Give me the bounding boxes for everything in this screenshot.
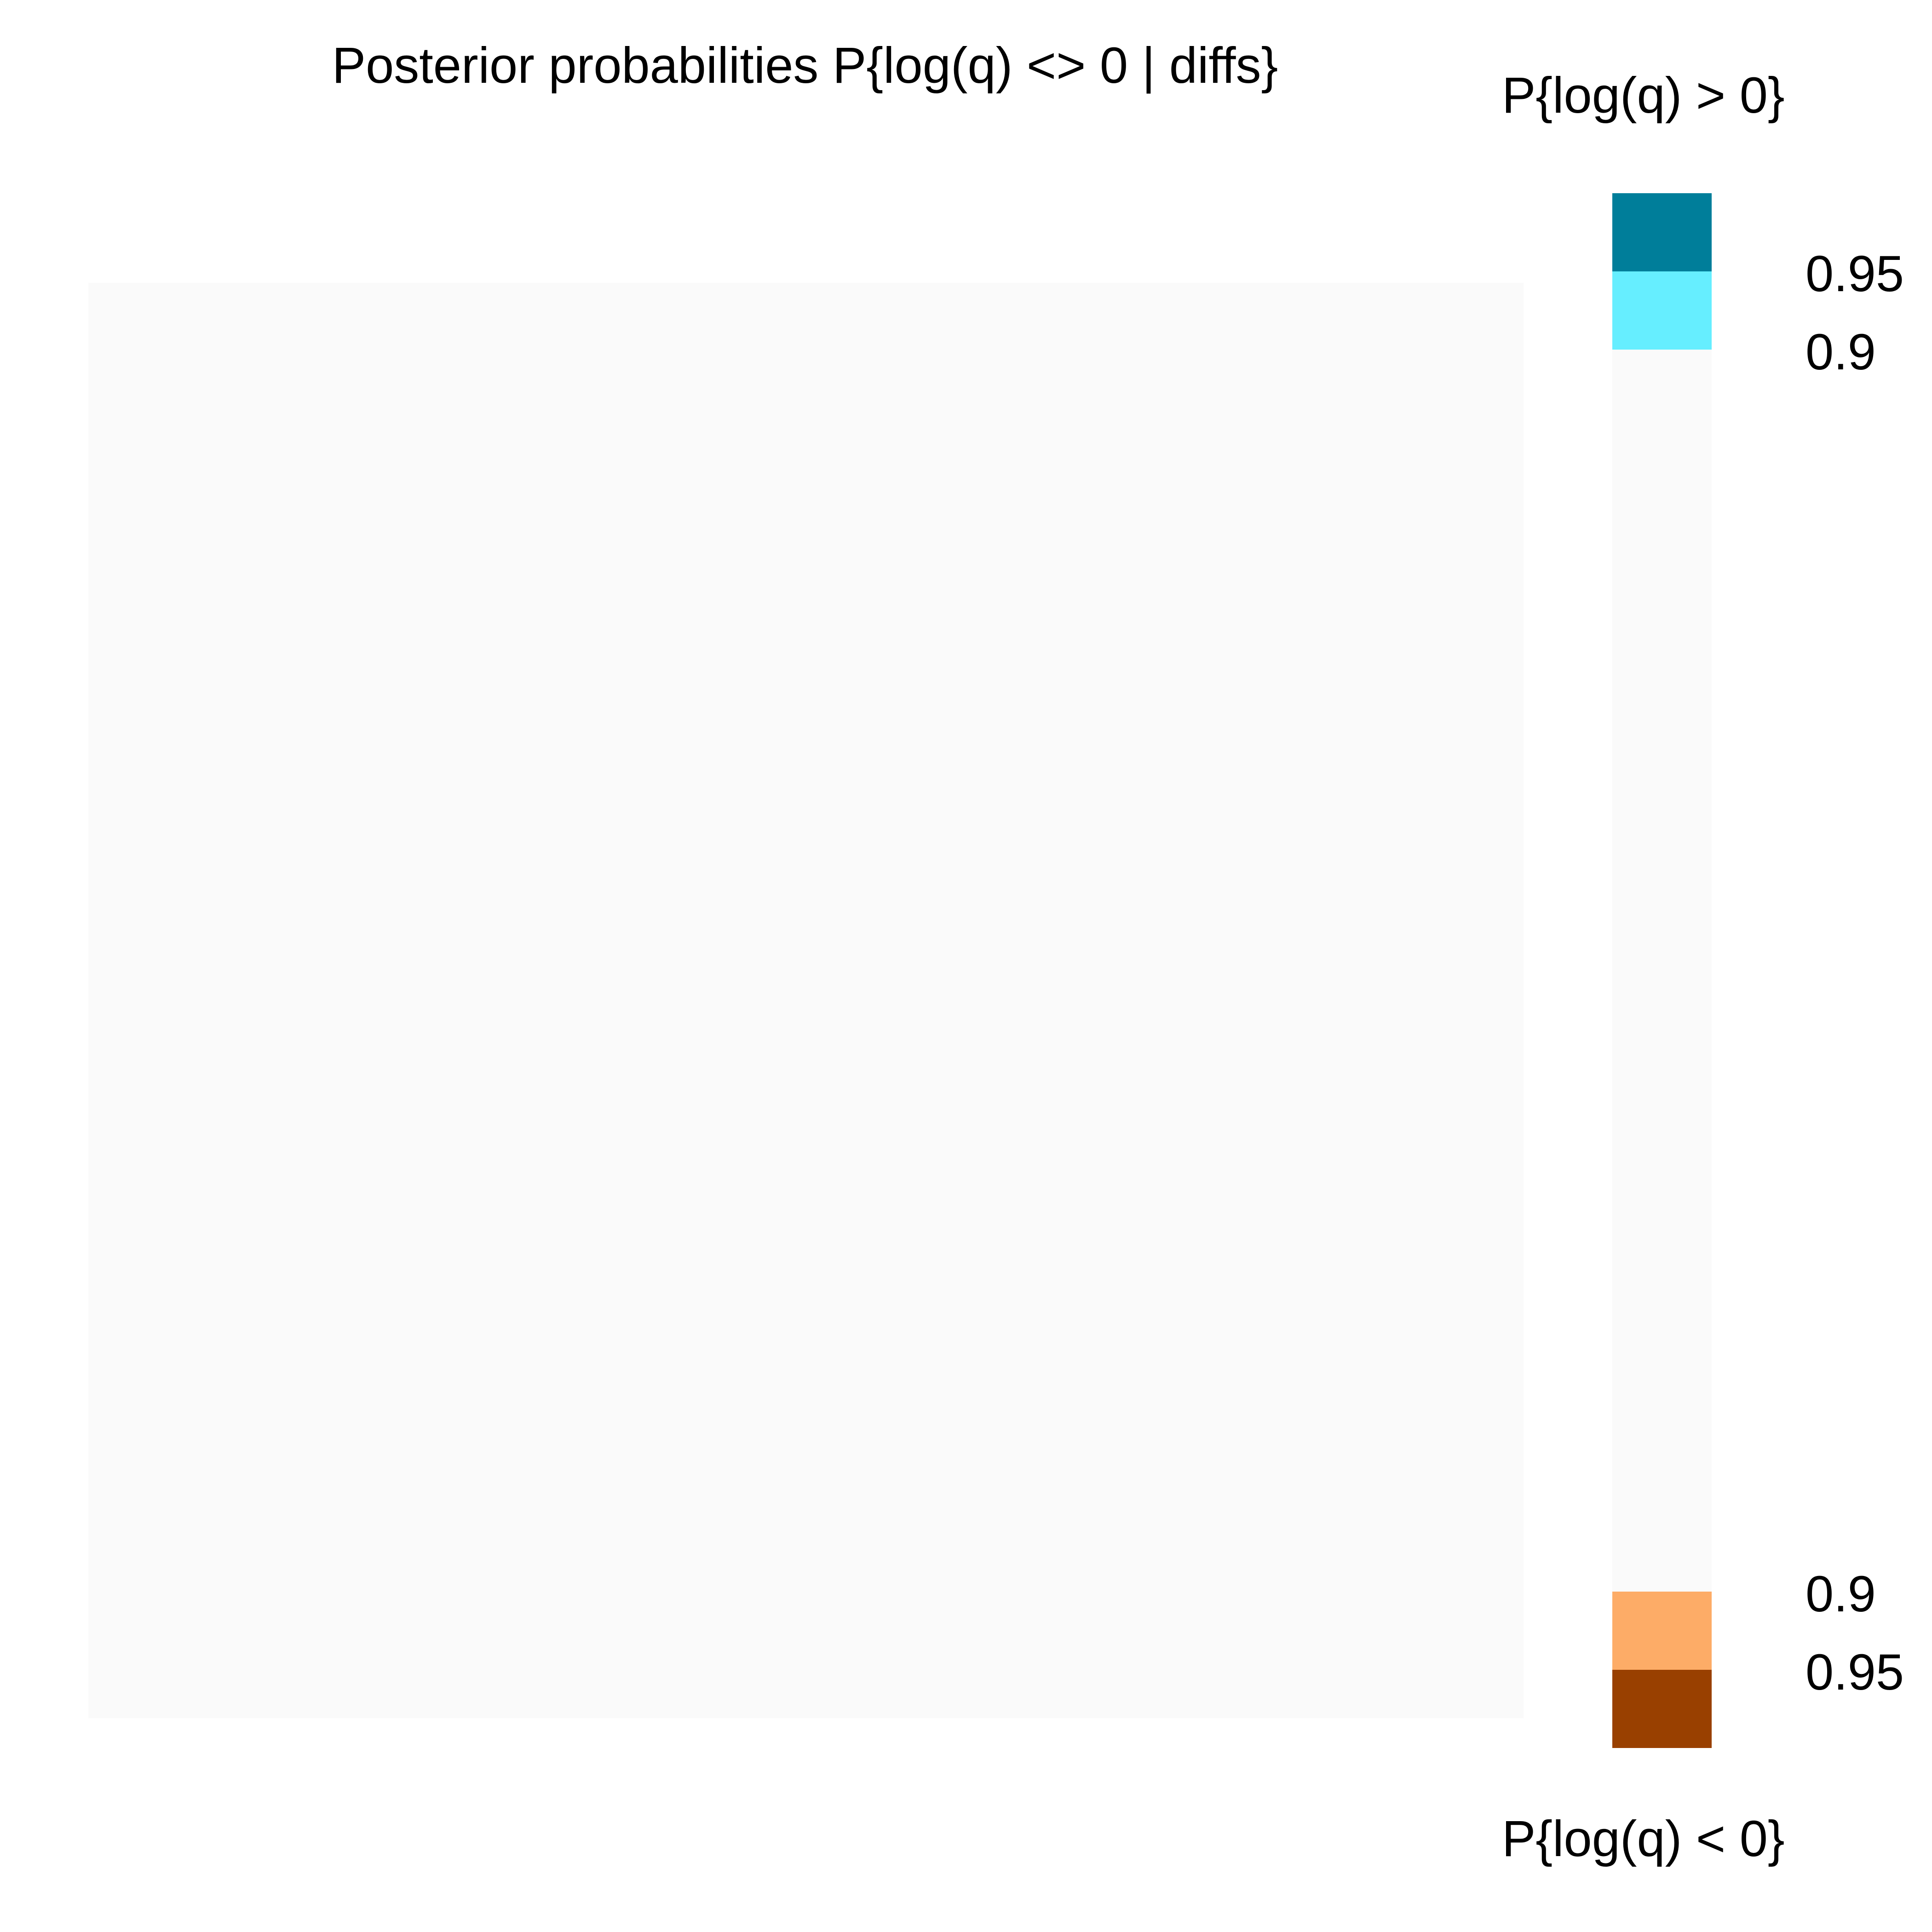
legend-swatch-upper-0-9 xyxy=(1612,271,1712,350)
legend-swatch-neutral xyxy=(1612,350,1712,1592)
heatmap-cell xyxy=(88,283,1524,1718)
legend-swatch-upper-0-95 xyxy=(1612,193,1712,271)
heatmap-cells xyxy=(88,283,1524,1718)
legend-lower-title: P{log(q) < 0} xyxy=(1502,1811,1785,1867)
chart-title: Posterior probabilities P{log(q) <> 0 | … xyxy=(332,37,1278,94)
legend-swatch-lower-0-9 xyxy=(1612,1592,1712,1670)
legend: P{log(q) > 0} 0.95 0.9 0.9 0.95 P{log(q)… xyxy=(1502,67,1904,1867)
legend-upper-label-0-9: 0.9 xyxy=(1806,324,1876,380)
legend-swatch-lower-0-95 xyxy=(1612,1670,1712,1748)
legend-upper-label-0-95: 0.95 xyxy=(1806,246,1904,302)
legend-lower-label-0-9: 0.9 xyxy=(1806,1566,1876,1622)
legend-lower-label-0-95: 0.95 xyxy=(1806,1644,1904,1701)
legend-upper-title: P{log(q) > 0} xyxy=(1502,67,1785,124)
